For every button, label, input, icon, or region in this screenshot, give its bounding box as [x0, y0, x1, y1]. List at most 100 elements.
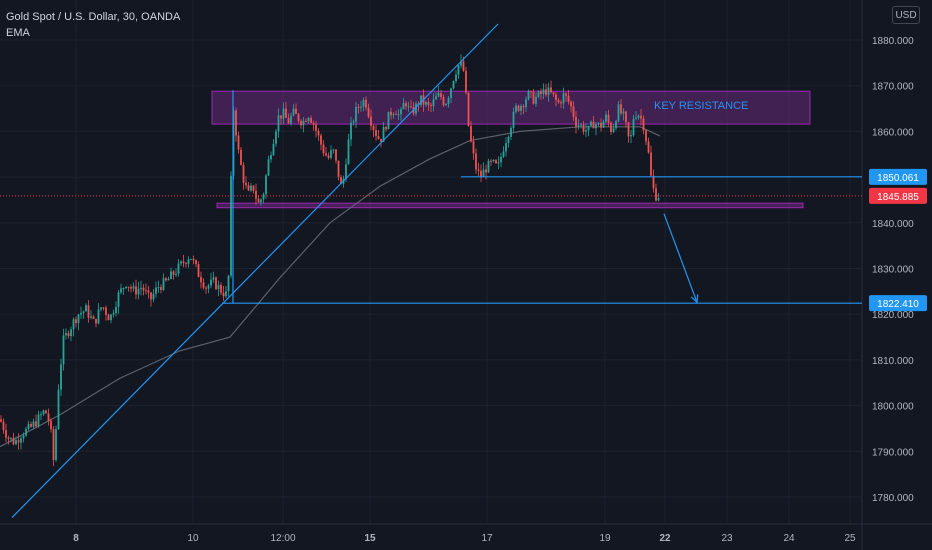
- candle-body: [642, 118, 645, 131]
- price-label-text: 1850.061: [877, 173, 919, 184]
- ascending-trendline: [11, 23, 499, 518]
- candle-body: [655, 188, 657, 201]
- candle-body: [380, 138, 382, 142]
- candle-body: [57, 389, 60, 429]
- candle-body: [317, 130, 320, 136]
- candle-body: [602, 121, 605, 128]
- candles: [0, 54, 661, 467]
- candle-body: [322, 144, 325, 154]
- price-label-box: [869, 168, 927, 185]
- candle-body: [50, 420, 52, 430]
- candle-body: [340, 177, 342, 184]
- candle-body: [287, 117, 290, 124]
- candle-body: [545, 89, 547, 95]
- x-tick-label: 25: [844, 533, 856, 544]
- candle-body: [222, 292, 225, 297]
- candle-body: [65, 333, 67, 336]
- candle-body: [185, 263, 187, 265]
- candle-body: [510, 127, 512, 137]
- candle-body: [177, 263, 180, 274]
- candle-body: [362, 99, 365, 107]
- candle-body: [617, 104, 620, 122]
- key-resistance-label: KEY RESISTANCE: [654, 100, 749, 112]
- candle-body: [492, 159, 495, 162]
- projection-arrow-shaft: [663, 213, 698, 303]
- price-label-box: [869, 187, 927, 204]
- candle-body: [520, 105, 522, 111]
- candle-body: [160, 287, 162, 290]
- candle-body: [152, 293, 155, 300]
- candle-body: [137, 288, 140, 295]
- candle-body: [300, 120, 302, 126]
- candle-body: [7, 437, 10, 439]
- indicator-label[interactable]: EMA: [6, 27, 30, 39]
- candle-body: [315, 124, 317, 131]
- candle-body: [487, 160, 490, 173]
- candle-body: [570, 101, 572, 107]
- candle-body: [647, 141, 650, 153]
- candle-body: [85, 305, 87, 312]
- candle-body: [87, 305, 90, 318]
- ema-line: [0, 126, 661, 448]
- currency-button[interactable]: USD: [892, 6, 920, 24]
- candle-body: [227, 275, 230, 292]
- candle-body: [217, 284, 220, 290]
- candle-body: [420, 95, 422, 105]
- candle-body: [125, 286, 127, 289]
- candle-body: [150, 292, 152, 300]
- candle-body: [542, 89, 545, 94]
- candle-body: [590, 121, 592, 126]
- candle-body: [475, 153, 477, 170]
- candle-body: [95, 318, 97, 324]
- candle-body: [207, 285, 210, 289]
- candle-body: [597, 122, 600, 125]
- candle-body: [640, 115, 642, 119]
- candle-body: [377, 136, 380, 139]
- y-tick-label: 1780.000: [872, 493, 914, 504]
- candle-body: [165, 278, 167, 281]
- candle-body: [650, 152, 652, 176]
- projection-arrow-head: [690, 294, 699, 304]
- x-tick-label: 10: [187, 533, 199, 544]
- candle-body: [47, 413, 50, 421]
- candle-body: [17, 440, 20, 443]
- candle-body: [330, 150, 332, 158]
- candle-body: [392, 114, 395, 116]
- candle-body: [352, 121, 355, 123]
- candle-body: [220, 284, 222, 293]
- y-tick-label: 1800.000: [872, 402, 914, 413]
- candle-body: [402, 103, 405, 110]
- support-zone: [216, 202, 804, 209]
- candle-body: [415, 103, 417, 114]
- candle-body: [625, 111, 627, 123]
- x-tick-label: 15: [364, 533, 376, 544]
- candle-body: [157, 287, 160, 289]
- interval: 30: [122, 11, 136, 23]
- candle-body: [107, 314, 110, 321]
- candle-body: [305, 120, 307, 122]
- candle-body: [450, 88, 452, 99]
- candle-body: [292, 108, 295, 116]
- candle-body: [507, 136, 510, 144]
- candle-body: [250, 185, 252, 191]
- x-tick-label: 12:00: [270, 533, 295, 544]
- y-tick-label: 1860.000: [872, 127, 914, 138]
- candle-body: [332, 149, 335, 151]
- candle-body: [440, 93, 442, 98]
- candle-body: [225, 291, 227, 297]
- candle-body: [170, 271, 172, 280]
- candle-body: [102, 307, 105, 309]
- candle-body: [480, 170, 482, 177]
- candle-body: [607, 114, 610, 123]
- candle-body: [110, 314, 112, 321]
- candle-body: [527, 91, 530, 100]
- candle-body: [522, 105, 525, 108]
- candle-body: [447, 98, 450, 105]
- candle-body: [370, 116, 372, 126]
- candle-body: [612, 128, 615, 133]
- candle-body: [427, 102, 430, 105]
- candle-body: [365, 99, 367, 108]
- candle-body: [247, 185, 250, 191]
- candle-body: [307, 117, 310, 122]
